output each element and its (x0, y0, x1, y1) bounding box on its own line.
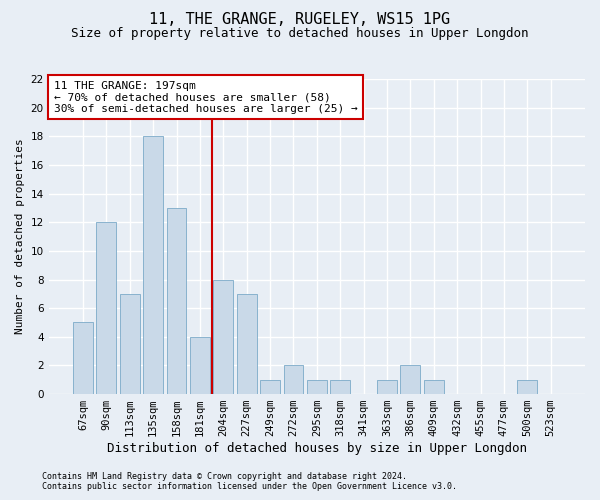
Bar (517, 380, 537, 394)
Text: 11, THE GRANGE, RUGELEY, WS15 1PG: 11, THE GRANGE, RUGELEY, WS15 1PG (149, 12, 451, 28)
Bar (377, 380, 397, 394)
Bar (307, 380, 327, 394)
Bar (120, 294, 140, 394)
Text: Contains public sector information licensed under the Open Government Licence v3: Contains public sector information licen… (42, 482, 457, 491)
Bar (400, 366, 421, 394)
Bar (424, 380, 443, 394)
Bar (330, 380, 350, 394)
Bar (97, 222, 116, 394)
Bar (167, 208, 187, 394)
Bar (214, 280, 233, 394)
X-axis label: Distribution of detached houses by size in Upper Longdon: Distribution of detached houses by size … (107, 442, 527, 455)
Bar (143, 136, 163, 394)
Bar (237, 294, 257, 394)
Bar (260, 380, 280, 394)
Bar (284, 366, 304, 394)
Bar (73, 322, 93, 394)
Y-axis label: Number of detached properties: Number of detached properties (15, 138, 25, 334)
Bar (190, 337, 210, 394)
Text: Size of property relative to detached houses in Upper Longdon: Size of property relative to detached ho… (71, 28, 529, 40)
Text: Contains HM Land Registry data © Crown copyright and database right 2024.: Contains HM Land Registry data © Crown c… (42, 472, 407, 481)
Text: 11 THE GRANGE: 197sqm
← 70% of detached houses are smaller (58)
30% of semi-deta: 11 THE GRANGE: 197sqm ← 70% of detached … (54, 80, 358, 114)
